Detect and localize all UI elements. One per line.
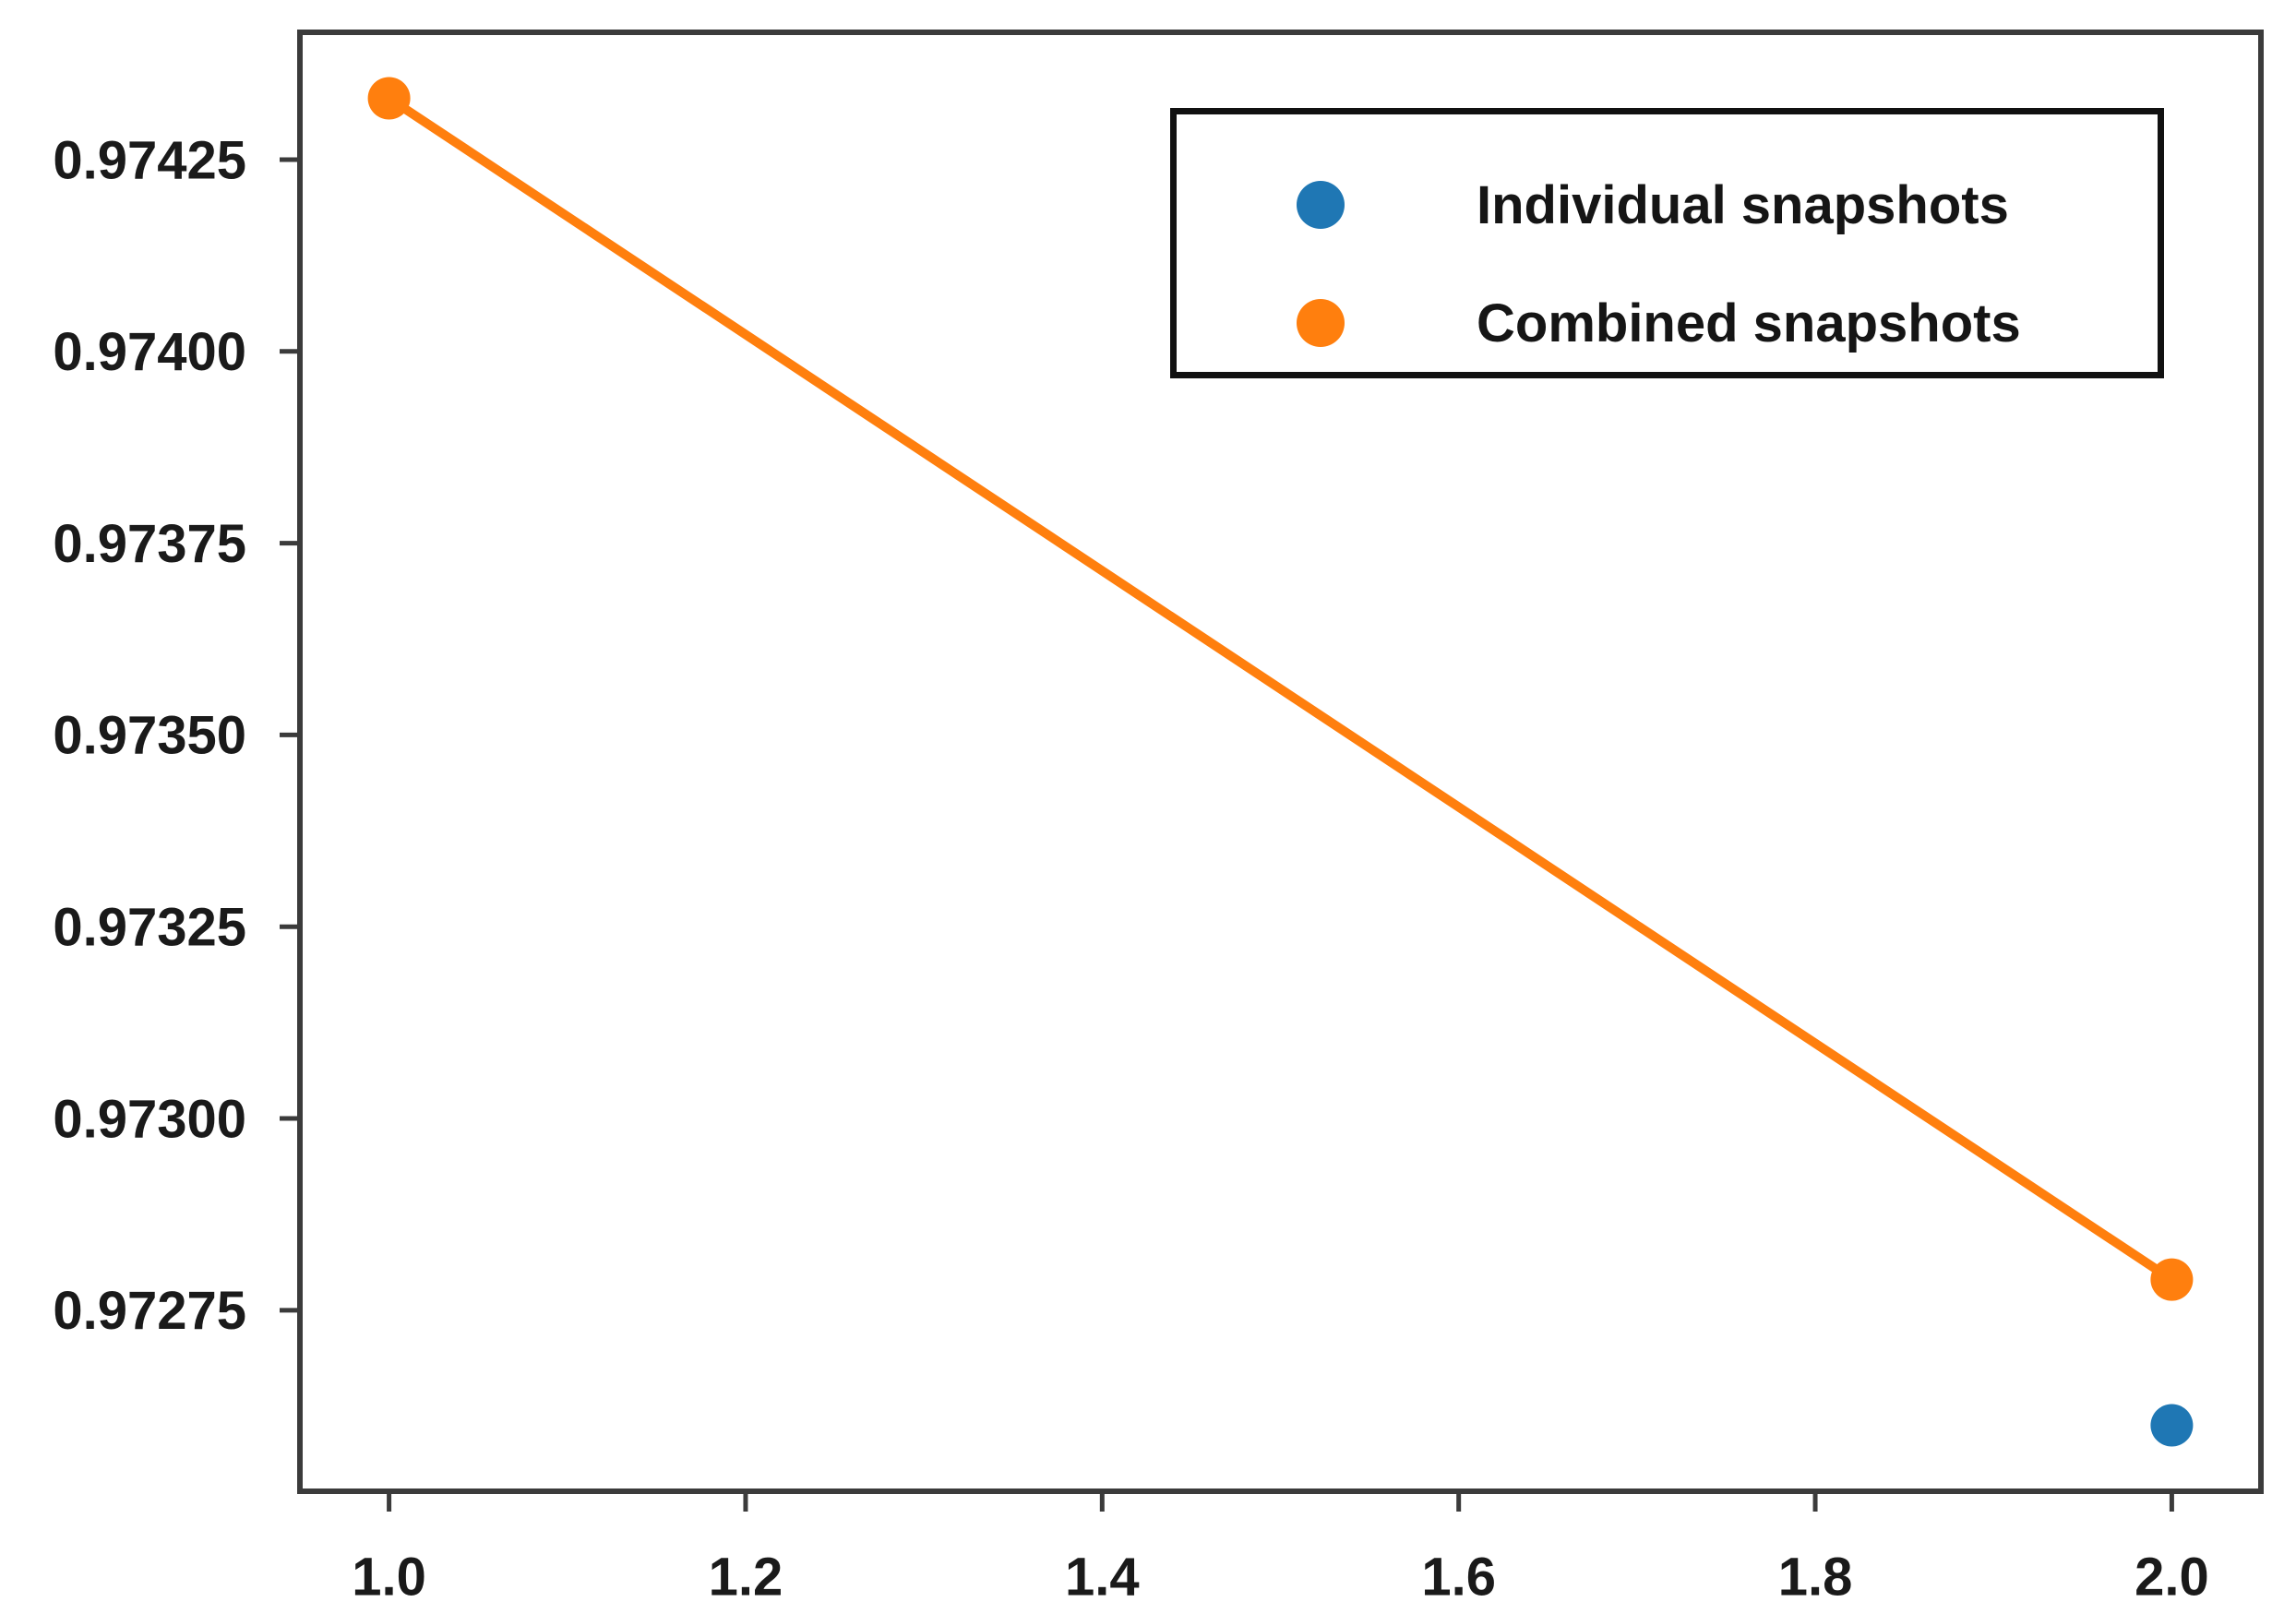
- y-tick-label: 0.97275: [53, 1281, 246, 1341]
- series-line-combined-snapshots: [384, 93, 2177, 1285]
- data-point-combined-snapshots: [367, 77, 411, 120]
- x-tick-label: 1.2: [709, 1547, 783, 1607]
- legend: Individual snapshots Combined snapshots: [1170, 108, 2164, 378]
- y-tick-label: 0.97325: [53, 898, 246, 958]
- x-tick-label: 1.8: [1778, 1547, 1853, 1607]
- x-tick-label: 2.0: [2135, 1547, 2209, 1607]
- legend-marker-combined-snapshots-icon: [1297, 299, 1345, 347]
- data-point-combined-snapshots: [2150, 1258, 2194, 1301]
- data-point-individual-snapshots: [2150, 1404, 2194, 1447]
- y-tick-label: 0.97425: [53, 130, 246, 190]
- x-tick-label: 1.0: [352, 1547, 426, 1607]
- legend-item-combined-snapshots: Combined snapshots: [1177, 272, 2158, 374]
- y-tick-label: 0.97400: [53, 322, 246, 382]
- y-tick-label: 0.97300: [53, 1089, 246, 1149]
- x-tick-label: 1.4: [1065, 1547, 1140, 1607]
- legend-label-individual-snapshots: Individual snapshots: [1477, 174, 2009, 235]
- y-tick-label: 0.97375: [53, 514, 246, 574]
- legend-label-combined-snapshots: Combined snapshots: [1477, 293, 2021, 353]
- x-tick-label: 1.6: [1421, 1547, 1496, 1607]
- legend-item-individual-snapshots: Individual snapshots: [1177, 154, 2158, 256]
- y-tick-label: 0.97350: [53, 706, 246, 766]
- axes-frame: [297, 30, 2264, 1494]
- legend-marker-individual-snapshots-icon: [1297, 181, 1345, 229]
